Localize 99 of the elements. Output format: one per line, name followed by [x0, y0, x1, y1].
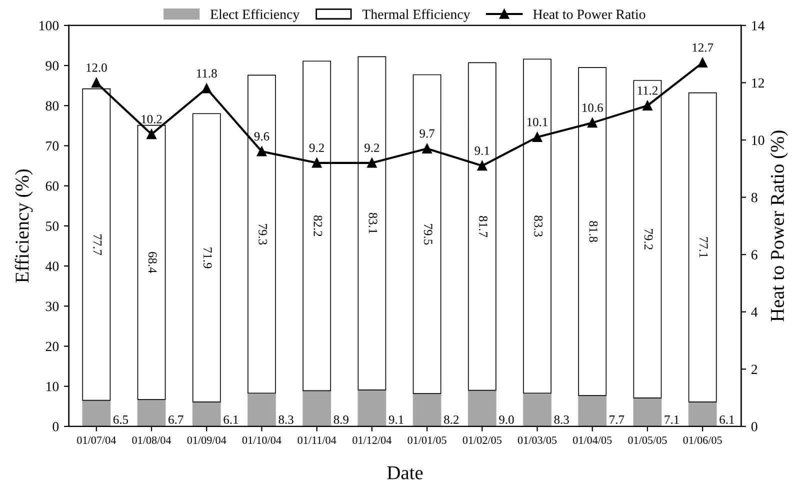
- data-label: 12.0: [86, 63, 107, 72]
- point: [698, 58, 708, 68]
- y-tick-label: 80: [46, 101, 59, 111]
- data-label: 9.1: [474, 146, 490, 155]
- y2-tick-label: 2: [751, 364, 758, 374]
- x-tick-label: 01/08/04: [132, 436, 172, 444]
- y-tick-label: 0: [52, 422, 59, 432]
- data-label: 7.7: [610, 416, 624, 424]
- x-tick-label: 01/02/05: [462, 436, 502, 444]
- data-label: 9.7: [420, 129, 434, 138]
- y2-tick-label: 14: [752, 21, 765, 30]
- data-label: 71.9: [203, 248, 212, 268]
- x-tick-label: 01/01/05: [408, 436, 446, 444]
- x-tick-label: 01/11/04: [298, 436, 336, 444]
- data-label: 8.9: [334, 415, 348, 424]
- y-tick-label: 70: [46, 141, 59, 151]
- point: [532, 132, 542, 142]
- point: [146, 129, 156, 140]
- data-label: 10.2: [142, 114, 162, 124]
- bar: [412, 393, 442, 426]
- data-label: 12.7: [692, 43, 714, 52]
- x-tick-label: 01/10/04: [242, 436, 282, 444]
- data-label: 68.4: [148, 252, 157, 274]
- point: [588, 118, 598, 128]
- y-axis-title: Efficiency (%): [14, 169, 33, 283]
- data-label: 8.3: [554, 415, 569, 424]
- data-label: 10.1: [527, 118, 548, 126]
- y2-tick-label: 8: [751, 192, 758, 202]
- bar: [523, 392, 552, 426]
- data-label: 9.2: [309, 144, 324, 152]
- data-label: 79.5: [424, 224, 432, 245]
- y2-tick-label: 4: [751, 308, 758, 317]
- data-label: 77.7: [93, 234, 102, 256]
- x-tick-label: 01/07/04: [77, 436, 116, 444]
- bar: [302, 390, 332, 426]
- data-label: 81.7: [478, 216, 488, 238]
- data-label: 11.8: [197, 69, 217, 78]
- y-tick-label: 50: [46, 222, 59, 231]
- legend-label: Thermal Efficiency: [362, 9, 470, 22]
- point: [202, 84, 212, 94]
- y-tick-label: 90: [46, 61, 59, 70]
- bar: [688, 92, 717, 402]
- y2-axis-title: Heat to Power Ratio (%): [770, 130, 788, 322]
- legend-label: Elect Efficiency: [210, 9, 300, 22]
- point: [92, 78, 102, 88]
- point: [256, 146, 267, 156]
- data-label: 79.3: [258, 224, 267, 245]
- point: [312, 158, 322, 168]
- data-label: 83.1: [368, 212, 378, 234]
- y2-tick-label: 6: [751, 250, 758, 260]
- data-label: 82.2: [314, 215, 322, 236]
- bar: [192, 402, 221, 426]
- bar: [358, 390, 386, 426]
- data-label: 6.1: [224, 415, 238, 424]
- data-label: 9.0: [499, 415, 514, 424]
- data-label: 6.1: [720, 415, 734, 424]
- y-tick-label: 40: [46, 262, 59, 271]
- data-label: 9.6: [254, 132, 270, 141]
- point: [367, 158, 377, 168]
- y-tick-label: 60: [46, 181, 59, 191]
- bar: [248, 392, 276, 426]
- y2-tick-label: 10: [752, 136, 764, 145]
- point: [422, 144, 432, 154]
- x-tick-label: 01/06/05: [683, 436, 722, 444]
- x-tick-label: 01/05/05: [628, 436, 667, 444]
- data-label: 77.1: [699, 237, 708, 258]
- x-tick-label: 01/03/05: [518, 436, 557, 444]
- y-tick-label: 30: [46, 302, 59, 312]
- y-tick-label: 10: [46, 382, 59, 392]
- bar: [468, 390, 496, 426]
- x-tick-label: 01/04/05: [573, 436, 612, 444]
- y-tick-label: 100: [40, 21, 59, 30]
- bar: [633, 398, 662, 426]
- data-label: 7.1: [664, 415, 679, 424]
- x-axis-title: Date: [387, 466, 423, 480]
- data-label: 6.5: [113, 415, 128, 424]
- point: [642, 100, 652, 110]
- data-label: 81.8: [589, 221, 598, 242]
- data-label: 8.3: [278, 415, 294, 424]
- bar: [192, 113, 221, 402]
- x-tick-label: 01/12/04: [352, 436, 392, 444]
- y2-tick-label: 12: [752, 78, 764, 88]
- data-label: 83.3: [534, 216, 543, 237]
- x-tick-label: 01/09/04: [187, 436, 226, 444]
- point: [477, 160, 488, 171]
- data-label: 8.2: [444, 415, 459, 424]
- bar: [82, 400, 111, 426]
- data-label: 10.6: [582, 104, 603, 112]
- data-label: 11.2: [638, 86, 658, 95]
- data-label: 6.7: [168, 415, 184, 424]
- data-label: 9.1: [388, 415, 404, 424]
- y-tick-label: 20: [46, 342, 59, 352]
- y2-tick-label: 0: [751, 422, 758, 432]
- data-label: 79.2: [644, 229, 653, 250]
- legend-label: Heat to Power Ratio: [533, 10, 646, 20]
- bar: [578, 395, 607, 426]
- bar: [137, 399, 166, 426]
- bar: [688, 402, 717, 426]
- data-label: 9.2: [364, 144, 380, 152]
